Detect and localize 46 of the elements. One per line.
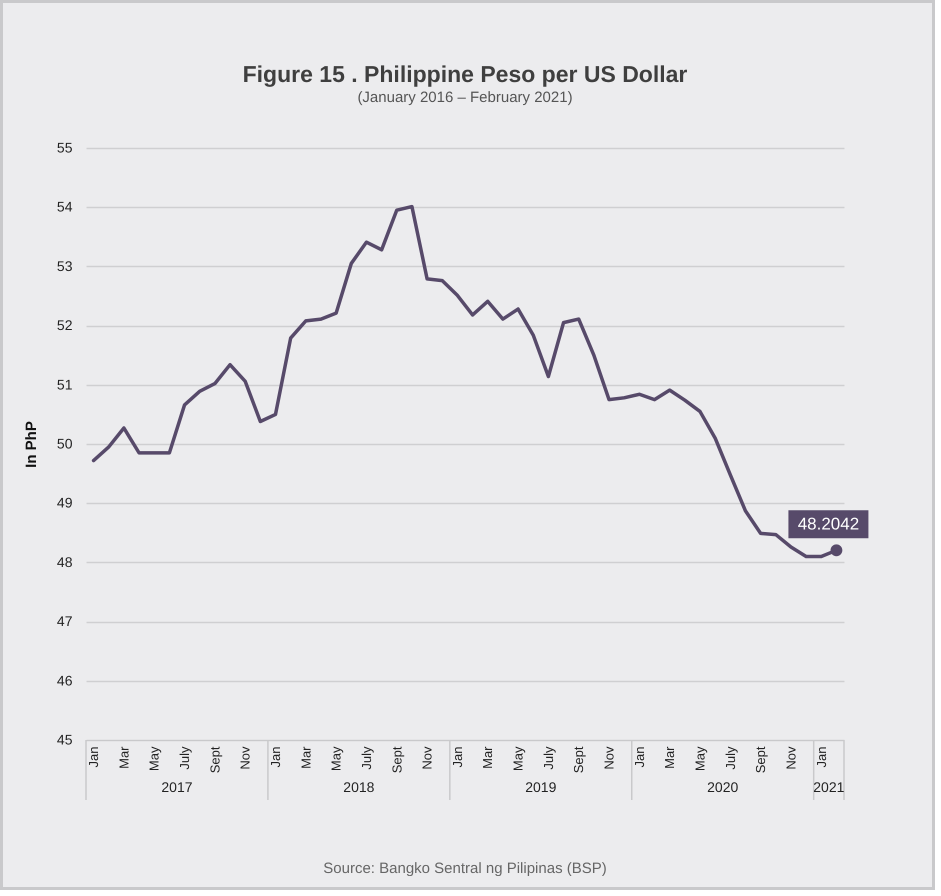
y-axis-title: In PhP [22,421,40,468]
y-tick-label: 55 [56,140,73,156]
text: 2018 [343,779,375,795]
x-tick-label: May [510,746,526,772]
x-tick-label: Sept [571,746,586,774]
y-tick-label: 54 [56,198,73,215]
x-tick-label: July [358,746,374,770]
x-tick-label: Nov [783,746,798,770]
x-tick-label: July [722,746,738,770]
x-tick-label: Jan [450,746,465,768]
chart-subtitle: (January 2016 – February 2021) [357,89,573,106]
x-tick-label: July [540,746,556,770]
x-tick-label: Jan [814,746,829,768]
x-tick-label: Sept [753,746,768,774]
x-tick-label: Mar [298,746,314,769]
x-tick-label: Nov [420,746,435,770]
text: 2021 [813,779,845,795]
y-tick-label: 49 [56,494,73,511]
source-note: Source: Bangko Sentral ng Pilipinas (BSP) [323,860,607,877]
y-tick-label: 45 [56,732,73,748]
y-tick-label: 48 [56,554,73,570]
text: 2019 [525,779,557,795]
x-tick-label: May [328,746,344,772]
x-tick-label: Sept [389,746,404,774]
data-label: 48.2042 [798,514,860,534]
y-tick-label: 53 [56,258,73,274]
x-tick-label: Jan [632,746,647,768]
text: 2020 [707,779,738,795]
x-tick-label: Mar [480,746,496,769]
x-tick-label: May [146,746,162,772]
x-tick-label: Nov [602,746,617,770]
x-tick-label: Jan [86,746,102,768]
x-tick-label: Jan [268,746,283,768]
text: 2017 [161,779,193,795]
x-tick-label: July [177,746,192,770]
x-tick-label: Sept [207,746,222,774]
x-tick-label: Mar [662,746,678,769]
y-tick-label: 51 [56,376,73,392]
x-tick-label: Mar [116,746,132,769]
y-tick-label: 50 [56,436,73,452]
y-tick-label: 52 [56,317,73,334]
y-tick-label: 47 [56,613,73,630]
y-tick-label: 46 [56,672,73,688]
x-tick-label: Nov [238,746,253,770]
x-tick-label: May [692,746,708,772]
chart-title: Figure 15 . Philippine Peso per US Dollar [242,61,688,87]
